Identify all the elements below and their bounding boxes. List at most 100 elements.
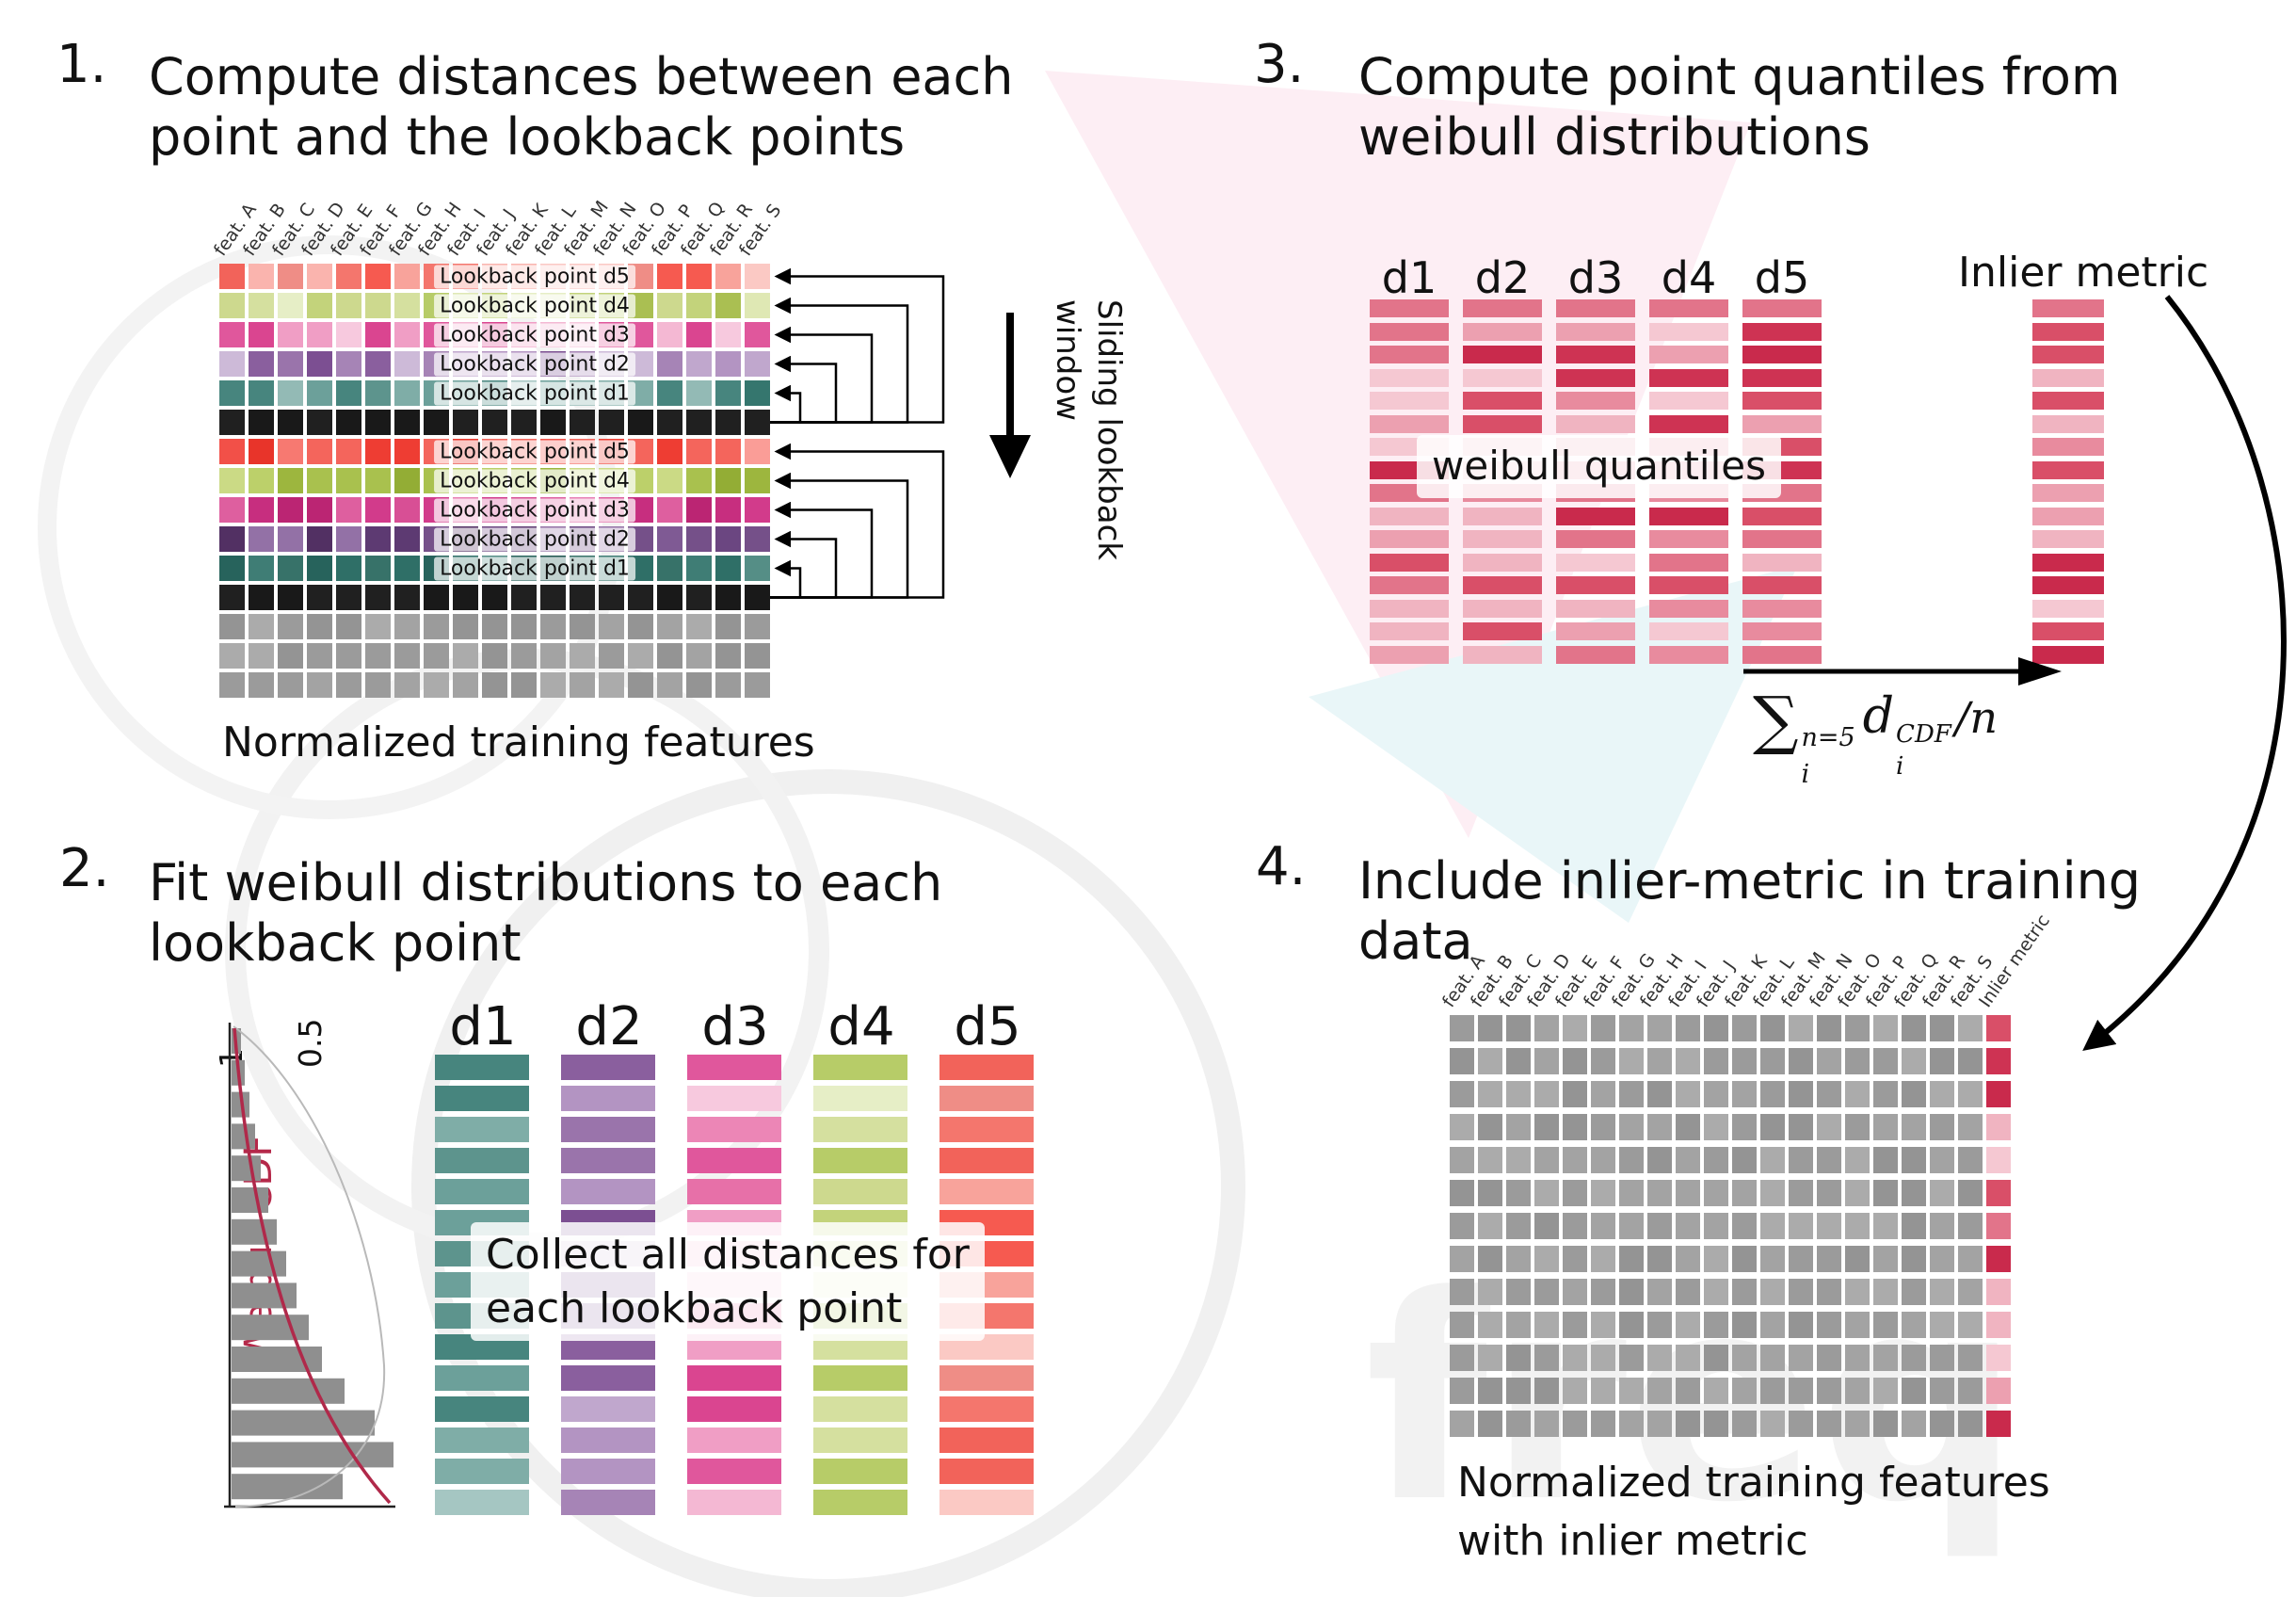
distance-bar <box>687 1365 781 1391</box>
distance-bar <box>561 1148 655 1173</box>
formula-d: d <box>1862 688 1895 745</box>
matrix-cell <box>1986 1345 2011 1371</box>
matrix-cell <box>686 556 712 581</box>
distance-bar <box>687 1490 781 1515</box>
matrix-cell <box>1676 1180 1700 1206</box>
matrix-cell <box>336 672 361 698</box>
matrix-cell <box>424 672 449 698</box>
matrix-cell <box>745 497 770 523</box>
distance-bar <box>435 1179 529 1204</box>
matrix-cell <box>1845 1345 1870 1371</box>
step-1-title: Compute distances between each point and… <box>149 47 1100 167</box>
matrix-cell <box>1930 1312 1954 1338</box>
matrix-cell <box>336 293 361 318</box>
distance-bar <box>1463 414 1542 433</box>
distance-bar <box>435 1396 529 1422</box>
matrix-cell <box>249 468 274 493</box>
matrix-cell <box>686 410 712 435</box>
matrix-cell <box>1506 1378 1531 1404</box>
matrix-cell <box>570 585 595 610</box>
distance-bar <box>1742 530 1822 548</box>
distance-bar <box>1463 507 1542 525</box>
matrix-cell <box>1986 1378 2011 1404</box>
matrix-cell <box>1506 1345 1531 1371</box>
matrix-cell <box>657 526 682 552</box>
matrix-cell <box>336 556 361 581</box>
matrix-cell <box>1732 1246 1757 1272</box>
matrix-cell <box>1647 1411 1672 1437</box>
lookback-row-label: Lookback point d3 <box>434 498 635 522</box>
matrix-cell <box>1563 1213 1587 1239</box>
matrix-cell <box>715 293 741 318</box>
lookback-row-label: Lookback point d1 <box>434 381 635 405</box>
distance-column-header: d3 <box>701 996 769 1057</box>
matrix-cell <box>657 322 682 347</box>
distance-bar <box>1556 645 1635 664</box>
matrix-cell <box>1647 1048 1672 1074</box>
lookback-row-label: Lookback point d1 <box>434 557 635 580</box>
matrix-cell <box>1506 1312 1531 1338</box>
distance-bar <box>1649 645 1728 664</box>
matrix-cell <box>249 351 274 377</box>
matrix-cell <box>1591 1147 1615 1173</box>
matrix-cell <box>394 556 420 581</box>
distance-bar <box>1556 599 1635 618</box>
distance-bar <box>1742 622 1822 640</box>
matrix-cell <box>1986 1411 2011 1437</box>
matrix-cell <box>1563 1378 1587 1404</box>
matrix-cell <box>1478 1048 1502 1074</box>
matrix-cell <box>657 585 682 610</box>
matrix-cell <box>307 672 332 698</box>
distance-bar <box>939 1055 1034 1080</box>
matrix-cell <box>657 293 682 318</box>
matrix-cell <box>657 264 682 289</box>
matrix-cell <box>1986 1246 2011 1272</box>
distance-bar <box>1742 414 1822 433</box>
matrix-cell <box>745 614 770 639</box>
sliding-window-label-line2: window <box>1048 299 1086 421</box>
matrix-cell <box>1619 1081 1644 1107</box>
matrix-cell <box>1591 1279 1615 1305</box>
distance-bar <box>1649 576 1728 594</box>
matrix-cell <box>307 380 332 406</box>
matrix-cell <box>1930 1213 1954 1239</box>
matrix-cell <box>482 672 507 698</box>
step-1-title-line2: point and the lookback points <box>149 106 906 167</box>
matrix-cell <box>1478 1246 1502 1272</box>
matrix-cell <box>1732 1213 1757 1239</box>
distance-bar <box>1556 576 1635 594</box>
matrix-cell <box>1873 1411 1898 1437</box>
matrix-cell <box>219 264 245 289</box>
matrix-cell <box>249 585 274 610</box>
matrix-cell <box>307 293 332 318</box>
matrix-cell <box>511 672 537 698</box>
matrix-cell <box>1958 1015 1983 1041</box>
matrix-cell <box>1760 1312 1785 1338</box>
distance-bar <box>813 1428 907 1453</box>
matrix-cell <box>1986 1081 2011 1107</box>
distance-column-header: d2 <box>1474 252 1531 303</box>
matrix-cell <box>1676 1081 1700 1107</box>
formula-sum-sup: n=5 <box>1801 723 1855 752</box>
matrix-cell <box>482 643 507 669</box>
distance-bar <box>813 1055 907 1080</box>
matrix-cell <box>394 526 420 552</box>
p1-feature-matrix: Lookback point d5 Lookback point d4 Lookba… <box>219 264 770 699</box>
matrix-cell <box>1619 1114 1644 1140</box>
matrix-cell <box>1732 1411 1757 1437</box>
matrix-cell <box>1817 1213 1841 1239</box>
distance-bar <box>1463 530 1542 548</box>
matrix-cell <box>336 380 361 406</box>
matrix-cell <box>1930 1411 1954 1437</box>
p1-caption: Normalized training features <box>222 718 815 766</box>
matrix-cell <box>394 293 420 318</box>
matrix-cell <box>1873 1378 1898 1404</box>
matrix-cell <box>394 585 420 610</box>
matrix-cell <box>1704 1180 1728 1206</box>
distance-bar <box>813 1117 907 1142</box>
matrix-cell <box>715 672 741 698</box>
sliding-window-arrow <box>989 313 1031 478</box>
matrix-cell <box>1563 1048 1587 1074</box>
matrix-cell <box>278 526 303 552</box>
matrix-cell <box>1619 1180 1644 1206</box>
